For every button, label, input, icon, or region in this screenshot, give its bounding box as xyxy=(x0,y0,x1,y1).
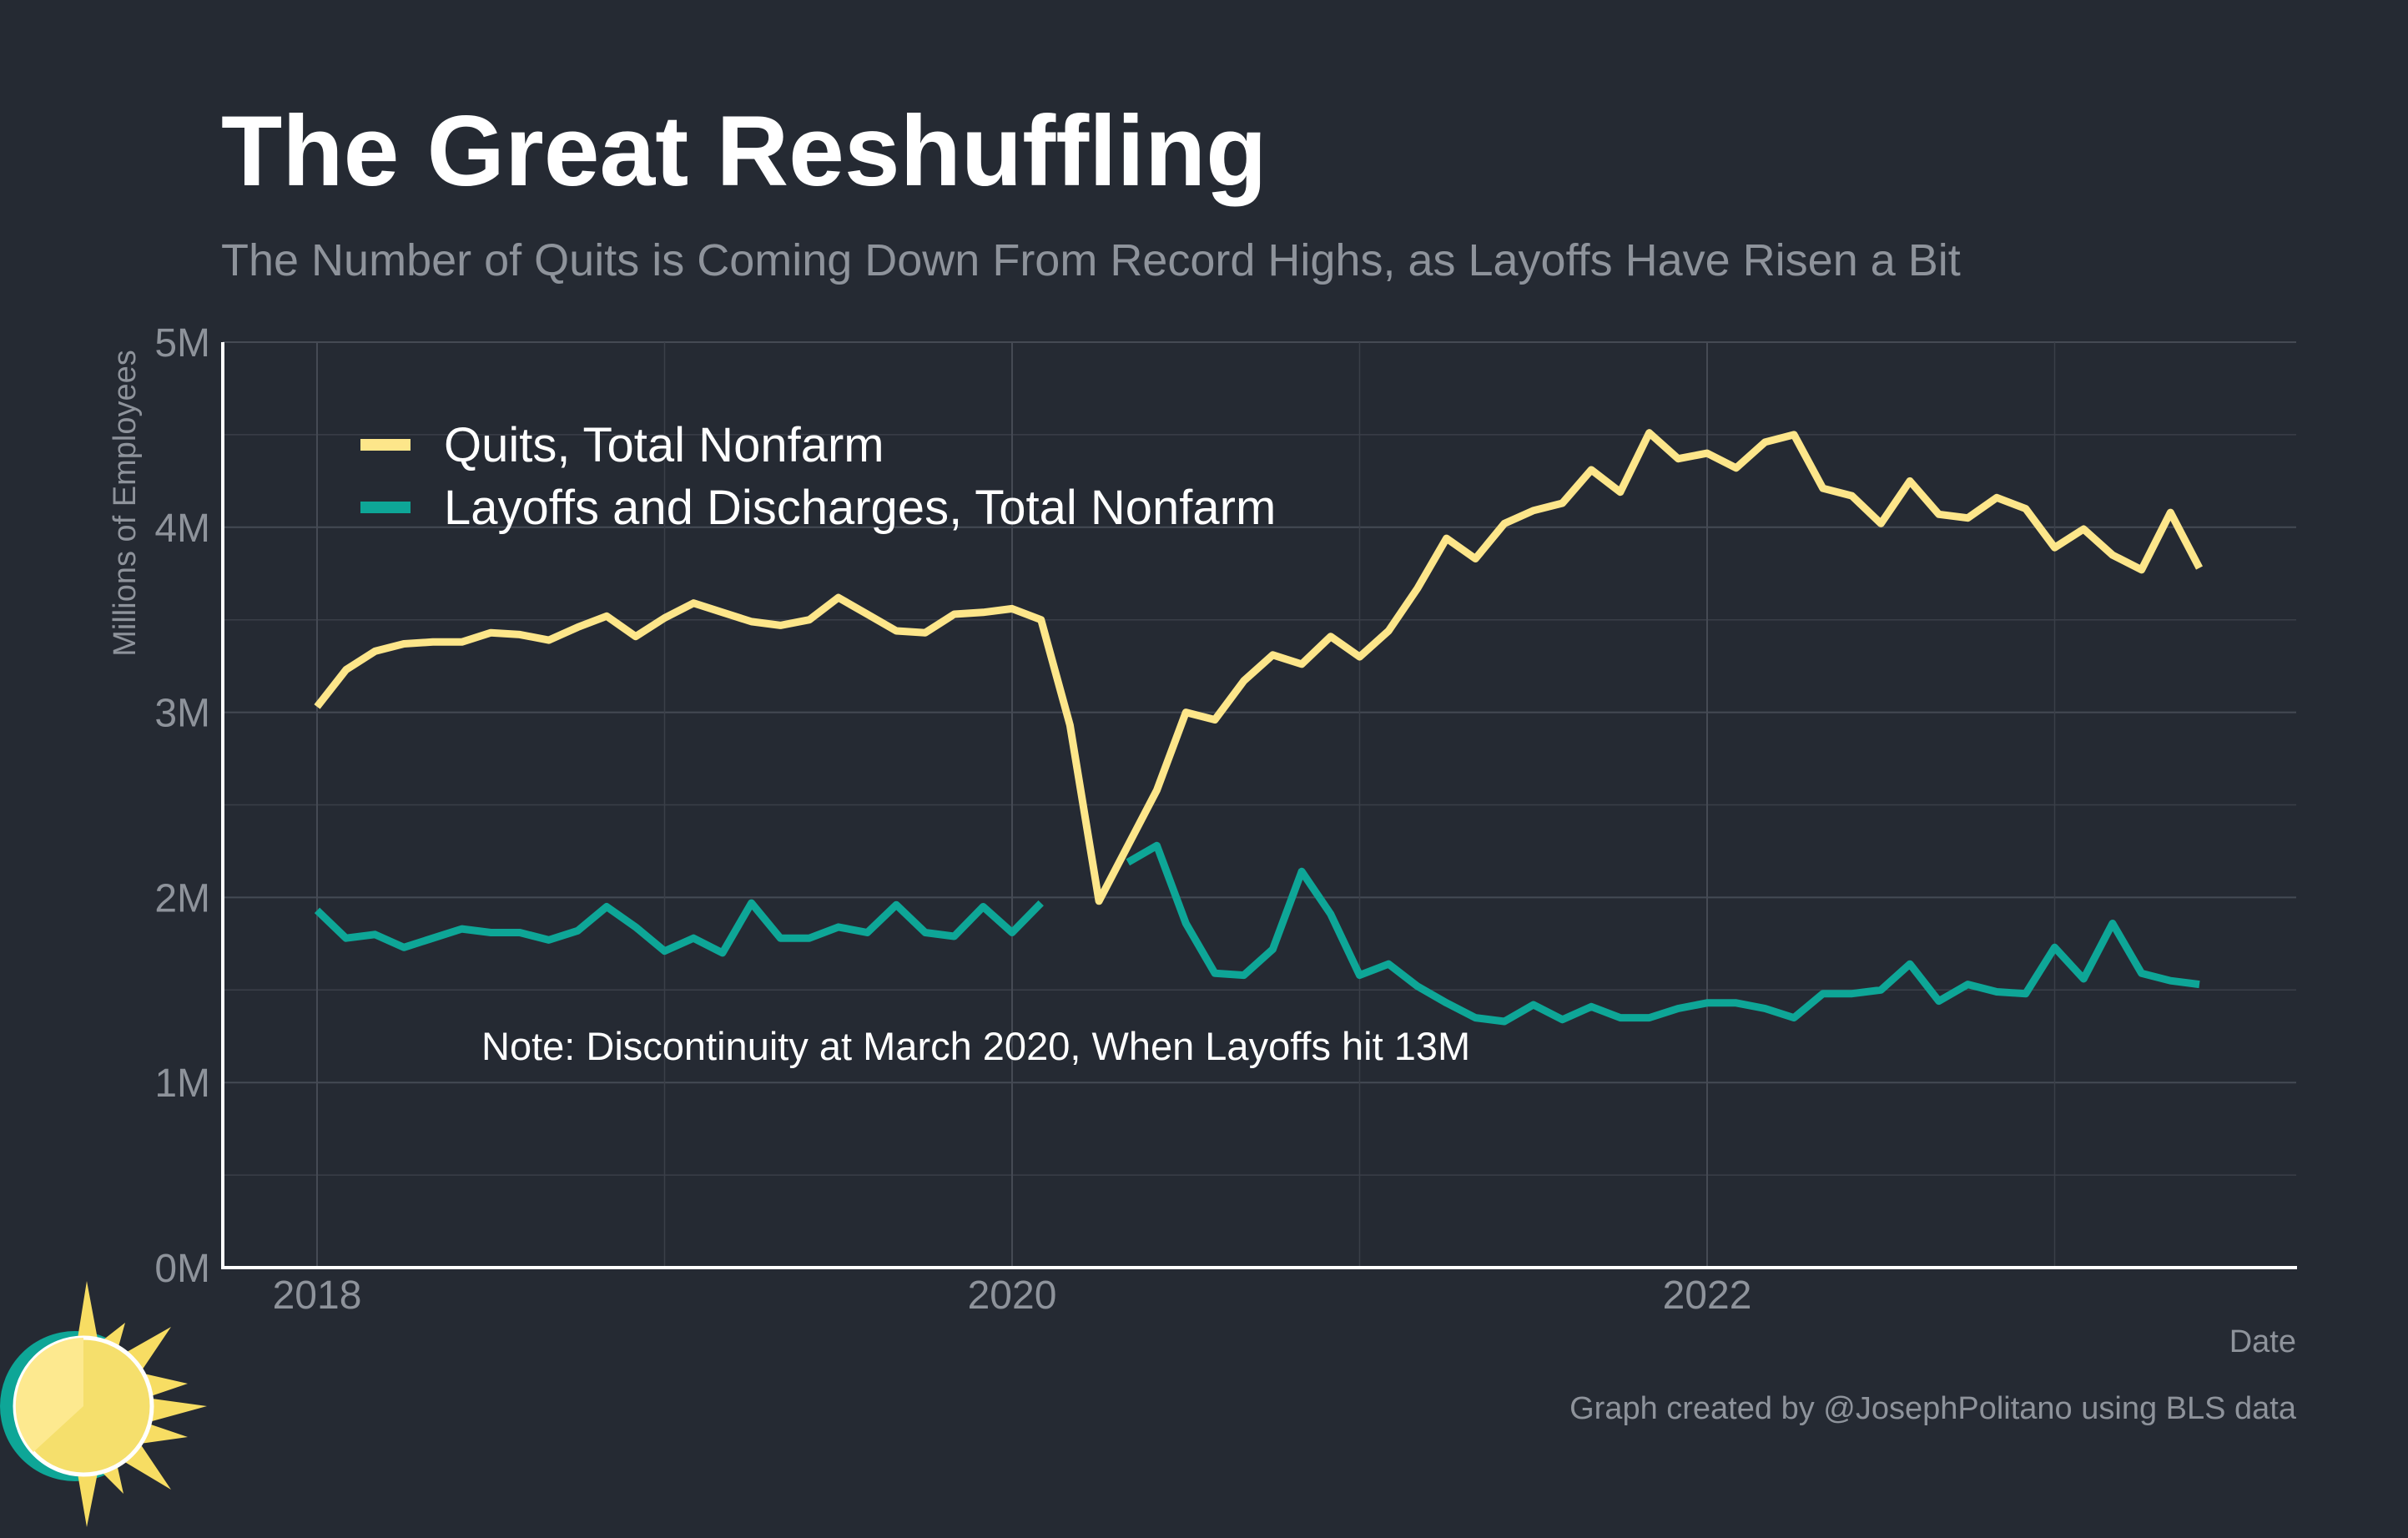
sun-logo xyxy=(0,1281,207,1527)
legend-label-layoffs: Layoffs and Discharges, Total Nonfarm xyxy=(444,481,1276,535)
x-tick-labels: 2018 2020 2022 xyxy=(273,1273,1752,1318)
y-tick-label: 5M xyxy=(154,321,210,366)
x-tick-label: 2022 xyxy=(1663,1273,1752,1318)
series-line-layoffs xyxy=(314,841,2200,1026)
y-tick-labels: 0M 1M 2M 3M 4M 5M xyxy=(154,321,210,1291)
chart-subtitle: The Number of Quits is Coming Down From … xyxy=(221,235,1961,285)
series-lines xyxy=(314,429,2203,1026)
y-tick-label: 0M xyxy=(154,1247,210,1291)
x-tick-label: 2020 xyxy=(968,1273,1057,1318)
series-line-quits xyxy=(314,429,2203,905)
x-tick-label: 2018 xyxy=(273,1273,362,1318)
discontinuity-note: Note: Discontinuity at March 2020, When … xyxy=(481,1024,1470,1068)
y-tick-label: 1M xyxy=(154,1061,210,1106)
y-tick-label: 4M xyxy=(154,507,210,551)
y-axis-title: Millions of Employees xyxy=(108,350,143,656)
chart-title: The Great Reshuffling xyxy=(221,95,1267,207)
source-caption: Graph created by @JosephPolitano using B… xyxy=(1569,1391,2297,1426)
y-tick-label: 3M xyxy=(154,692,210,736)
y-tick-label: 2M xyxy=(154,876,210,920)
legend-label-quits: Quits, Total Nonfarm xyxy=(444,418,884,472)
sun-logo-highlight xyxy=(15,1338,83,1452)
legend: Quits, Total Nonfarm Layoffs and Dischar… xyxy=(360,418,1276,535)
x-axis-title: Date xyxy=(2229,1324,2296,1359)
grid xyxy=(223,341,2296,1268)
